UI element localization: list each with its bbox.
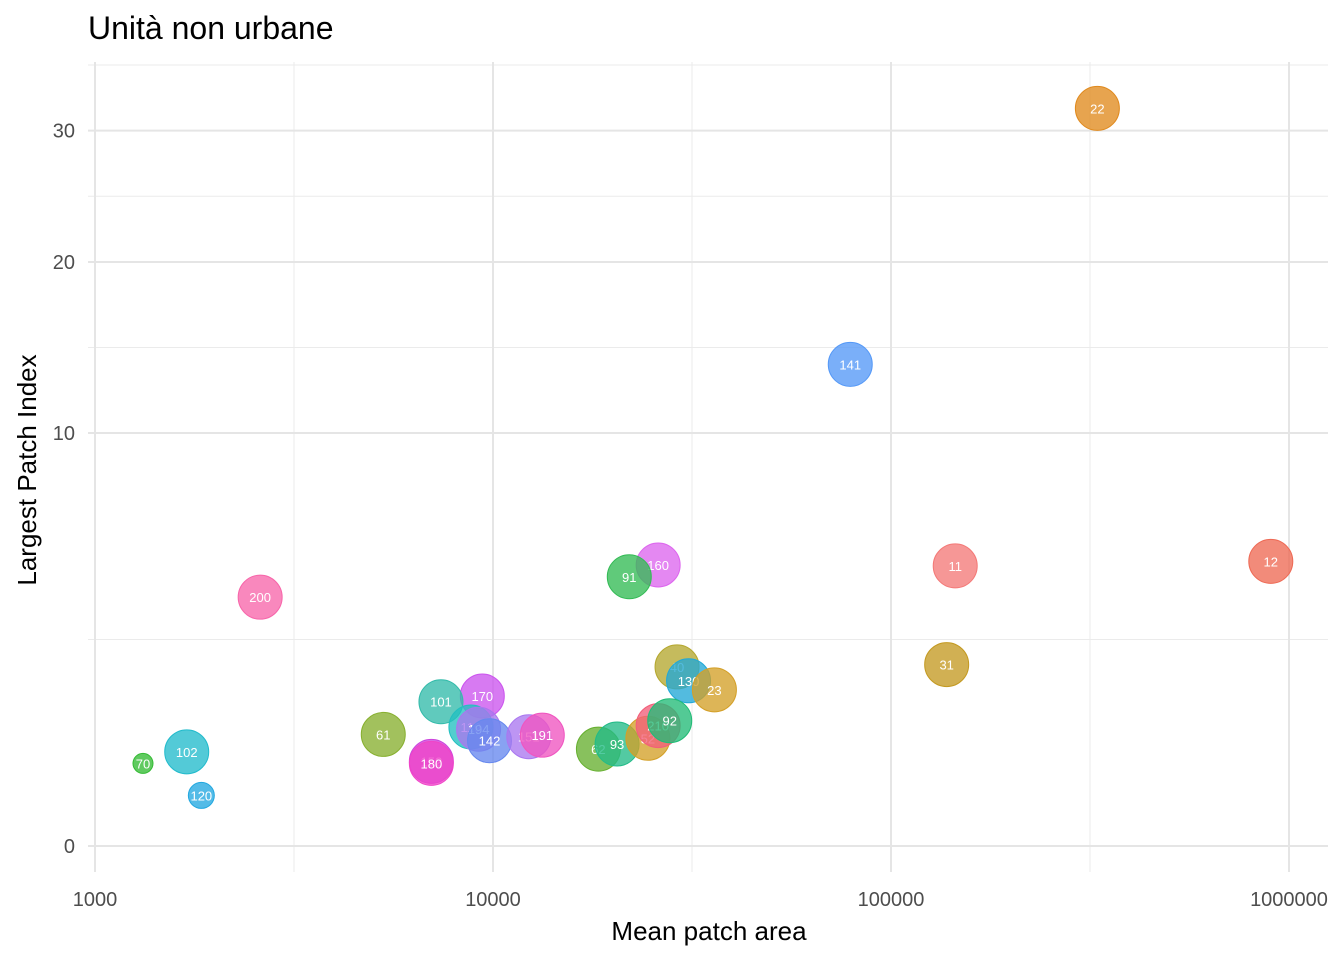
data-point-label: 11 — [948, 559, 962, 574]
data-point-marker — [408, 740, 454, 786]
data-point: 120 — [187, 781, 215, 809]
data-point-label: 160 — [647, 558, 669, 573]
data-point: 70 — [132, 752, 154, 774]
data-point-label: 91 — [622, 570, 636, 585]
data-point: 191 — [519, 712, 565, 758]
x-tick-label: 1000000 — [1250, 889, 1328, 911]
data-point-marker — [1074, 85, 1120, 131]
data-point-label: 141 — [839, 357, 861, 372]
data-point: 101 — [418, 679, 464, 725]
data-point-label: 70 — [136, 756, 150, 771]
y-axis-title: Largest Patch Index — [12, 354, 42, 585]
data-point-marker — [418, 679, 464, 725]
y-tick-label: 10 — [53, 423, 75, 445]
x-tick-label: 1000 — [73, 889, 118, 911]
data-point: 31 — [924, 642, 970, 688]
data-point-marker — [519, 712, 565, 758]
x-tick-label: 100000 — [858, 889, 925, 911]
data-point-marker — [932, 543, 978, 589]
y-tick-label: 30 — [53, 121, 75, 143]
y-tick-label: 0 — [64, 836, 75, 858]
data-point-marker — [164, 729, 210, 775]
data-point-marker — [691, 667, 737, 713]
data-point: 102 — [164, 729, 210, 775]
data-point-label: 191 — [531, 728, 553, 743]
data-point-label: 101 — [430, 695, 452, 710]
data-point-label: 23 — [707, 683, 721, 698]
data-point-label: 102 — [176, 745, 198, 760]
data-point: 11 — [932, 543, 978, 589]
data-point-label: 120 — [190, 788, 212, 803]
data-point: 22 — [1074, 85, 1120, 131]
x-tick-label: 10000 — [465, 889, 521, 911]
data-point: 200 — [237, 574, 283, 620]
data-point: 92 — [647, 698, 693, 744]
data-point: 23 — [691, 667, 737, 713]
data-point: 180 — [408, 740, 454, 786]
data-point-marker — [1248, 538, 1294, 584]
data-point-label: 22 — [1090, 101, 1104, 116]
data-point: 141 — [827, 341, 873, 387]
data-point: 12 — [1248, 538, 1294, 584]
data-point-label: 12 — [1264, 554, 1278, 569]
chart-title: Unità non urbane — [88, 10, 334, 46]
data-point-marker — [237, 574, 283, 620]
x-axis-title: Mean patch area — [611, 916, 807, 946]
tick-labels: 1000 10000 100000 1000000 0 10 20 30 — [53, 121, 1328, 911]
data-point-marker — [606, 554, 652, 600]
data-point-label: 61 — [376, 727, 390, 742]
points-layer: 2214112111609120031401302317010161119194… — [132, 85, 1294, 809]
data-point-label: 200 — [249, 590, 271, 605]
data-point-marker — [360, 711, 406, 757]
data-point-label: 92 — [662, 714, 676, 729]
data-point-label: 170 — [471, 689, 493, 704]
data-point: 61 — [360, 711, 406, 757]
data-point-marker — [924, 642, 970, 688]
data-point-marker — [132, 752, 154, 774]
data-point-label: 180 — [420, 756, 442, 771]
data-point: 142 — [467, 718, 513, 764]
data-point-marker — [647, 698, 693, 744]
data-point-label: 31 — [939, 658, 953, 673]
data-point: 91 — [606, 554, 652, 600]
grid — [88, 62, 1328, 872]
data-point-label: 142 — [479, 734, 501, 749]
y-tick-label: 20 — [53, 252, 75, 274]
data-point-marker — [827, 341, 873, 387]
data-point-label: 93 — [610, 737, 624, 752]
data-point-marker — [187, 781, 215, 809]
